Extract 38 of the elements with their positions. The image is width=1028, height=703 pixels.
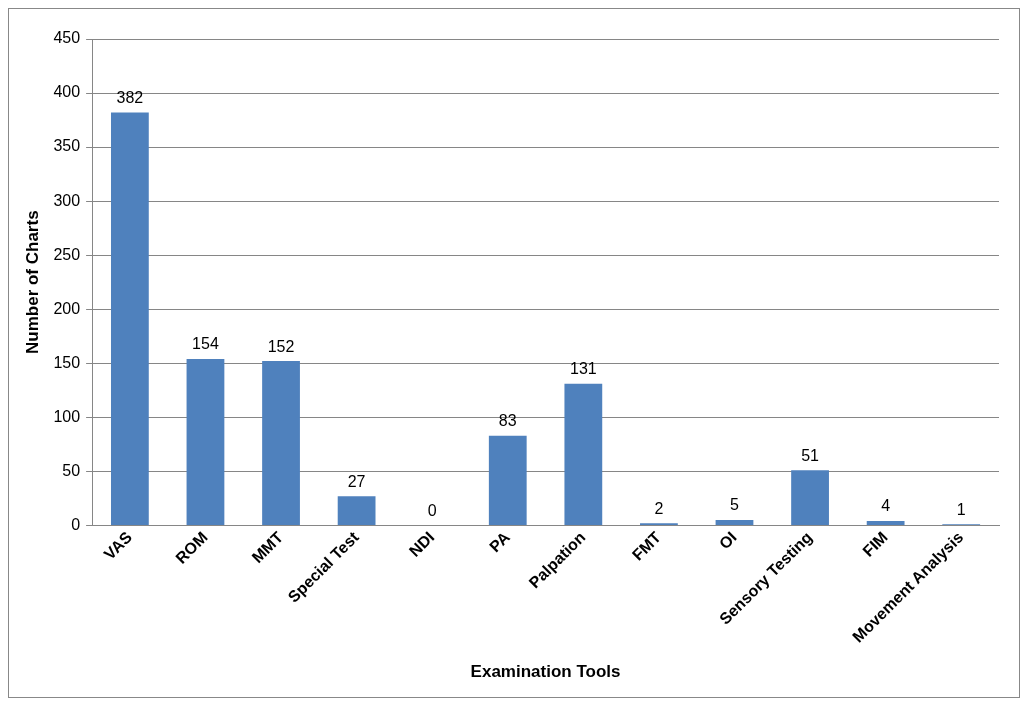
y-tick-label: 400 xyxy=(53,83,81,101)
y-tick-label: 200 xyxy=(53,299,81,317)
data-label: 1 xyxy=(956,500,966,518)
x-tick-label: PA xyxy=(486,528,514,556)
bar xyxy=(715,519,754,525)
data-label: 131 xyxy=(569,360,597,378)
data-label: 154 xyxy=(192,335,219,353)
data-label: 27 xyxy=(347,472,366,490)
bar xyxy=(866,521,905,525)
x-tick-label: VAS xyxy=(100,528,136,563)
bar xyxy=(186,358,225,525)
y-axis-title: Number of Charts xyxy=(22,210,42,354)
bar xyxy=(262,361,300,525)
y-tick-label: 50 xyxy=(62,461,81,479)
y-tick-label: 450 xyxy=(53,29,81,47)
bar xyxy=(337,496,376,525)
x-tick-label: OI xyxy=(715,528,740,553)
x-axis-title: Examination Tools xyxy=(470,662,621,682)
bar xyxy=(110,112,149,525)
data-label: 5 xyxy=(730,496,740,514)
bar xyxy=(564,383,603,525)
bar xyxy=(791,470,829,525)
y-tick-label: 150 xyxy=(53,353,81,371)
data-label: 152 xyxy=(267,337,295,355)
data-label: 83 xyxy=(498,412,517,430)
y-tick-label: 300 xyxy=(53,191,81,209)
data-label: 2 xyxy=(654,499,664,517)
y-tick-label: 350 xyxy=(53,137,81,155)
bar xyxy=(488,435,527,525)
x-tick-label: FIM xyxy=(859,528,891,560)
y-tick-label: 0 xyxy=(71,515,81,533)
data-label: 0 xyxy=(427,501,437,519)
data-label: 382 xyxy=(116,88,144,106)
data-label: 4 xyxy=(881,497,891,515)
x-tick-label: NDI xyxy=(405,528,438,560)
data-label: 51 xyxy=(801,446,820,464)
y-tick-label: 250 xyxy=(53,245,81,263)
y-tick-label: 100 xyxy=(53,407,81,425)
